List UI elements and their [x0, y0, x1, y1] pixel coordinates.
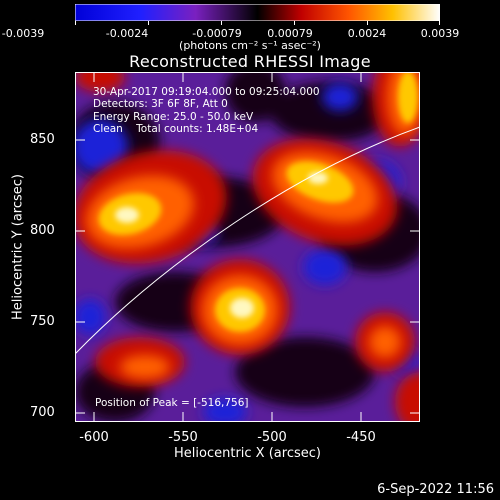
- plot-title: Reconstructed RHESSI Image: [129, 52, 371, 71]
- colorbar-label-3: -0.00079: [192, 27, 242, 40]
- colorbar: [75, 4, 440, 21]
- colorbar-label-4: 0.00079: [267, 27, 313, 40]
- colorbar-units: (photons cm⁻² s⁻¹ asec⁻²): [179, 39, 321, 52]
- timestamp: 6-Sep-2022 11:56: [377, 482, 494, 497]
- colorbar-label-1: -0.0039: [1, 27, 45, 40]
- y-tick-label: 800: [30, 223, 55, 238]
- x-tick-label: -500: [257, 430, 287, 445]
- solar-limb-curve: [75, 126, 420, 355]
- x-tick-label: -600: [79, 430, 109, 445]
- x-tick-label: -450: [346, 430, 376, 445]
- y-tick-label: 700: [30, 405, 55, 420]
- x-tick-label: -550: [168, 430, 198, 445]
- colorbar-label-5: 0.0024: [347, 27, 387, 40]
- info-algorithm-counts: Clean Total counts: 1.48E+04: [93, 123, 259, 135]
- info-energy-range: Energy Range: 25.0 - 50.0 keV: [93, 111, 254, 123]
- y-tick-label: 850: [30, 132, 55, 147]
- colorbar-label-2: -0.0024: [105, 27, 149, 40]
- peak-position: Position of Peak = [-516,756]: [95, 397, 249, 409]
- y-tick-label: 750: [30, 314, 55, 329]
- colorbar-label-6: 0.0039: [420, 27, 460, 40]
- rhessi-image: [75, 72, 420, 422]
- y-axis-label: Heliocentric Y (arcsec): [10, 174, 26, 320]
- x-axis-label: Heliocentric X (arcsec): [174, 446, 321, 461]
- info-detectors: Detectors: 3F 6F 8F, Att 0: [93, 98, 228, 110]
- info-time-range: 30-Apr-2017 09:19:04.000 to 09:25:04.000: [93, 86, 320, 98]
